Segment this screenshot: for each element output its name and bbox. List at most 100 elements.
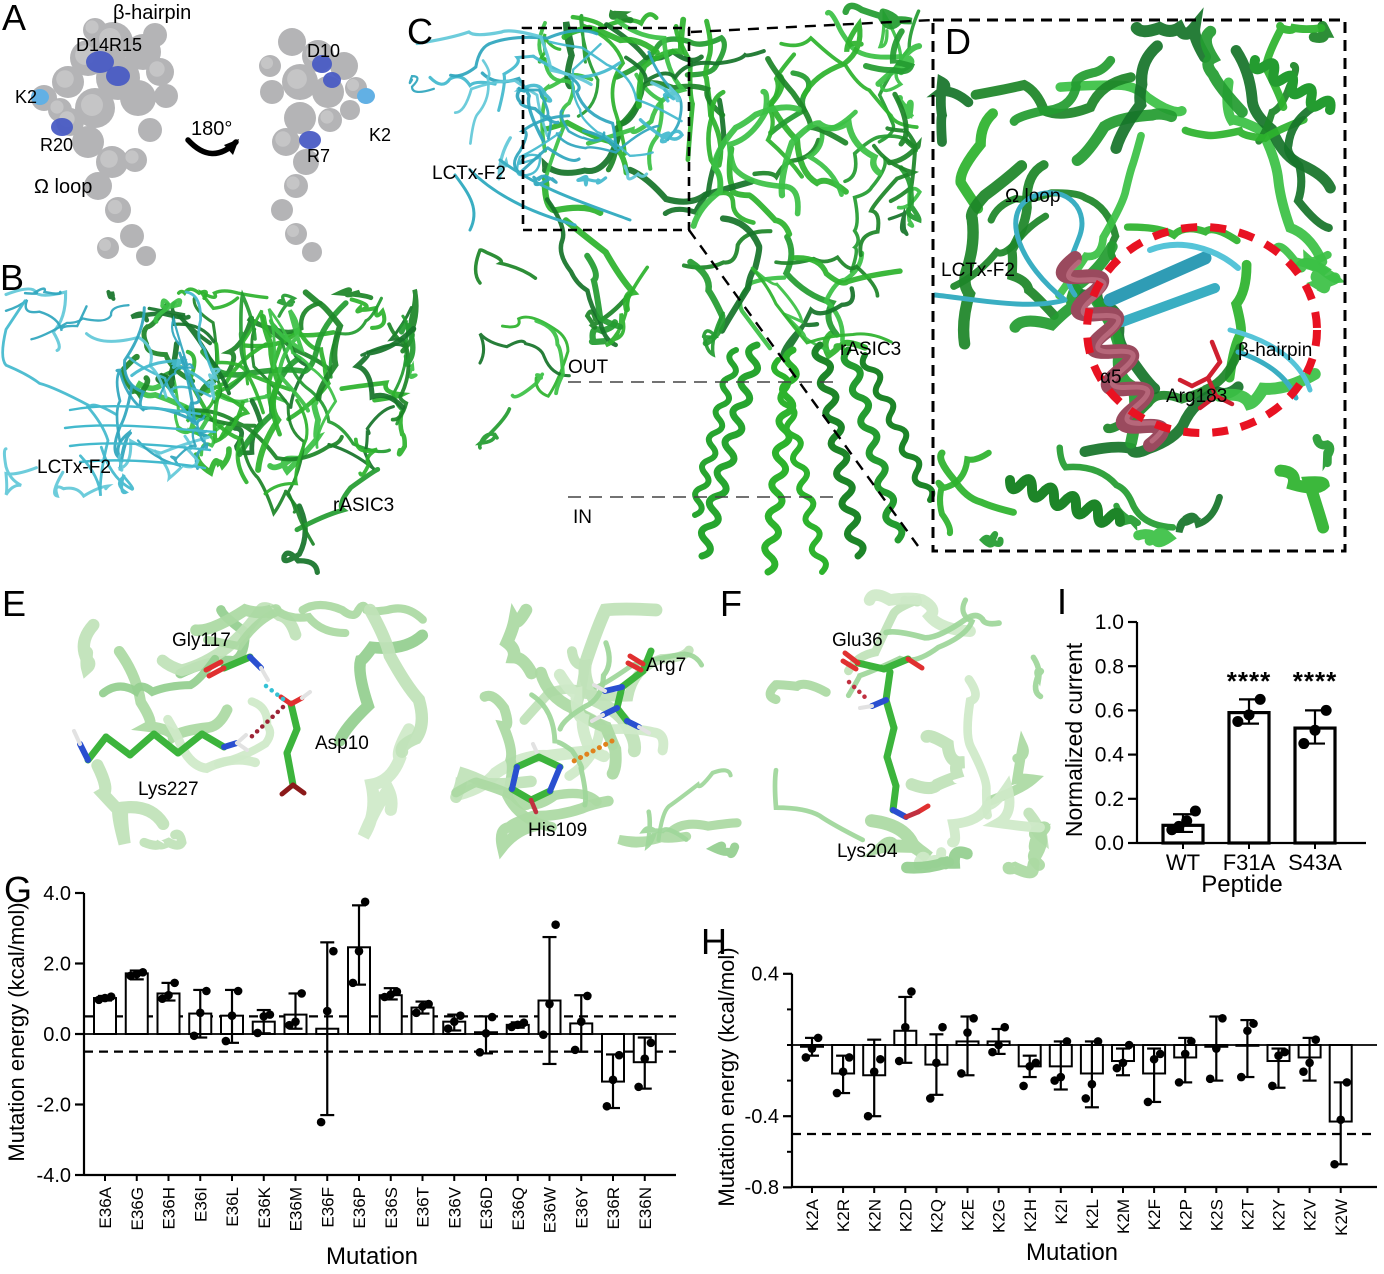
svg-text:K2M: K2M [1114, 1199, 1133, 1234]
svg-text:E36R: E36R [604, 1187, 623, 1230]
svg-text:K2T: K2T [1239, 1199, 1258, 1230]
label-k2-right: K2 [369, 125, 392, 145]
label-lys204: Lys204 [837, 841, 898, 862]
panel-g: G 4.0 2.0 0.0 -2.0 -4.0 E36A E36G E36H E36I E36L E… [0, 870, 700, 1274]
panel-letter-c: C [407, 11, 433, 52]
panel-letter-f: F [720, 583, 742, 624]
svg-text:F31A: F31A [1223, 850, 1276, 875]
label-r7: R7 [307, 146, 331, 166]
svg-text:E36D: E36D [477, 1187, 496, 1230]
panel-letter-a: A [2, 0, 27, 38]
svg-text:Peptide: Peptide [1201, 871, 1282, 898]
svg-text:E36F: E36F [318, 1187, 337, 1228]
svg-text:E36K: E36K [255, 1186, 274, 1228]
svg-text:K2V: K2V [1301, 1198, 1320, 1231]
svg-text:0.4: 0.4 [1095, 744, 1125, 767]
label-beta-hairpin-d: β-hairpin [1238, 340, 1313, 361]
svg-text:E36W: E36W [541, 1187, 560, 1233]
panel-c: C LCTx-F2 OUT IN rASIC3 [405, 0, 945, 580]
svg-text:Mutation: Mutation [1026, 1239, 1118, 1266]
svg-text:Mutation energy (kcal/mol): Mutation energy (kcal/mol) [714, 947, 739, 1206]
label-asp10: Asp10 [315, 733, 369, 754]
panel-h: H 0.4 -0.4 -0.8 K2A K2R K2N K2D K2Q K2E K2G K2H K2I… [690, 920, 1384, 1274]
label-in: IN [573, 507, 592, 528]
label-r20: R20 [40, 135, 74, 155]
label-lctx-f2-d: LCTx-F2 [941, 260, 1015, 281]
svg-text:-0.8: -0.8 [745, 1177, 779, 1199]
panel-letter-d: D [945, 21, 971, 62]
svg-text:K2D: K2D [896, 1199, 915, 1232]
svg-text:K2G: K2G [990, 1199, 1009, 1233]
svg-text:E36N: E36N [636, 1187, 655, 1230]
svg-text:Normalized current: Normalized current [1061, 642, 1087, 837]
chart-mutation-energy-e36: 4.0 2.0 0.0 -2.0 -4.0 E36A E36G E36H E36I E36L E36… [4, 883, 676, 1270]
svg-text:K2L: K2L [1083, 1199, 1102, 1229]
panel-d-art [926, 7, 1347, 553]
svg-text:1.0: 1.0 [1095, 611, 1124, 634]
label-d10: D10 [307, 41, 341, 61]
label-his109: His109 [528, 820, 588, 841]
svg-text:E36M: E36M [287, 1187, 306, 1231]
svg-text:S43A: S43A [1288, 850, 1342, 875]
svg-text:0.0: 0.0 [43, 1024, 71, 1046]
panel-letter-g: G [4, 869, 33, 910]
svg-text:E36P: E36P [350, 1187, 369, 1229]
panel-b-art [1, 287, 419, 575]
svg-text:-0.4: -0.4 [745, 1106, 779, 1128]
label-beta-hairpin: β-hairpin [113, 2, 192, 24]
svg-text:K2N: K2N [865, 1199, 884, 1232]
svg-text:E36G: E36G [128, 1187, 147, 1230]
panel-f: F Glu36 Lys204 [720, 580, 1060, 880]
label-rasic3-b: rASIC3 [333, 495, 395, 516]
panel-a-art [31, 18, 375, 266]
svg-text:-4.0: -4.0 [37, 1165, 71, 1187]
panel-letter-i: I [1057, 581, 1068, 622]
label-lctx-f2-c: LCTx-F2 [432, 163, 506, 184]
svg-text:Mutation: Mutation [326, 1243, 418, 1270]
svg-text:-2.0: -2.0 [37, 1094, 71, 1116]
chart-mutation-energy-k2: 0.4 -0.4 -0.8 K2A K2R K2N K2D K2Q K2E K2G K2H K2I K2… [714, 947, 1377, 1266]
svg-text:K2E: K2E [959, 1199, 978, 1231]
chart-normalized-current: 1.0 0.8 0.6 0.4 0.2 0.0 WT F31A **** S43A **** Norm… [1061, 611, 1366, 898]
svg-text:E36Q: E36Q [509, 1187, 528, 1230]
label-arg7: Arg7 [646, 655, 687, 676]
panel-a: A β-hairpin D14R15 K2 R20 Ω loop 180° D1… [0, 0, 400, 265]
svg-text:0.4: 0.4 [751, 964, 779, 986]
label-lys227: Lys227 [138, 779, 199, 800]
svg-text:4.0: 4.0 [43, 883, 71, 905]
svg-text:K2S: K2S [1207, 1199, 1226, 1231]
svg-text:E36V: E36V [445, 1186, 464, 1228]
svg-text:0.2: 0.2 [1095, 788, 1124, 811]
panel-c-art [408, 2, 936, 576]
panel-e: E Gly117 Asp10 Lys227 Arg7 His109 [0, 580, 750, 870]
label-arg183: Arg183 [1166, 386, 1228, 407]
svg-text:WT: WT [1166, 850, 1200, 875]
svg-text:E36T: E36T [414, 1187, 433, 1228]
panel-letter-e: E [2, 583, 27, 624]
svg-text:2.0: 2.0 [43, 953, 71, 975]
svg-text:K2W: K2W [1332, 1199, 1351, 1236]
svg-text:E36H: E36H [160, 1187, 179, 1230]
svg-text:K2I: K2I [1052, 1199, 1071, 1225]
svg-text:0.8: 0.8 [1095, 655, 1124, 678]
label-alpha5: α5 [1100, 367, 1122, 388]
label-rotation-180: 180° [191, 118, 233, 140]
panel-i: I 1.0 0.8 0.6 0.4 0.2 0.0 WT F31A **** S43A **** No… [1050, 580, 1384, 900]
svg-text:K2H: K2H [1021, 1199, 1040, 1232]
panel-d: D Ω loop LCTx-F2 α5 Arg183 β-hairpin [928, 0, 1384, 560]
label-k2-left: K2 [15, 87, 38, 107]
panel-letter-h: H [701, 921, 727, 962]
panel-e-f-art [72, 589, 1051, 879]
label-out: OUT [568, 357, 609, 378]
svg-text:E36Y: E36Y [572, 1187, 591, 1229]
svg-text:Mutation energy (kcal/mol): Mutation energy (kcal/mol) [4, 902, 29, 1161]
svg-text:0.0: 0.0 [1095, 832, 1124, 855]
svg-text:E36A: E36A [96, 1186, 115, 1228]
svg-text:K2F: K2F [1145, 1199, 1164, 1230]
label-omega-loop-d: Ω loop [1005, 186, 1061, 207]
label-rasic3-c: rASIC3 [840, 339, 902, 360]
label-lctx-f2-b: LCTx-F2 [37, 457, 111, 478]
svg-text:K2A: K2A [803, 1198, 822, 1231]
panel-b: B LCTx-F2 rASIC3 [0, 258, 430, 580]
